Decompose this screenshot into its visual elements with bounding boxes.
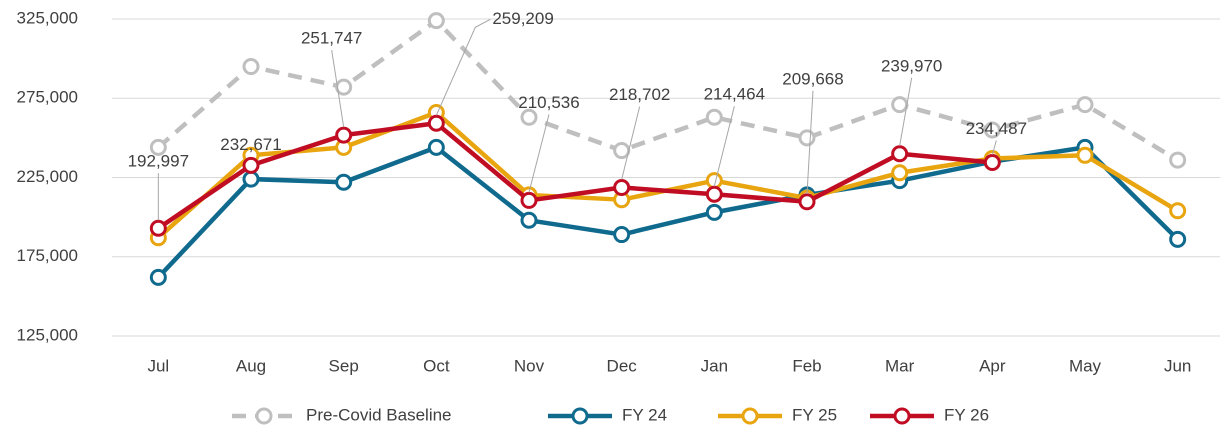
data-point	[242, 58, 260, 76]
x-tick-label: Apr	[979, 356, 1006, 375]
legend-marker	[893, 407, 911, 425]
x-tick-label: Dec	[607, 356, 638, 375]
data-point	[798, 193, 816, 211]
data-point	[613, 178, 631, 196]
data-point	[1076, 96, 1094, 114]
data-point	[427, 138, 445, 156]
x-tick-label: Feb	[792, 356, 821, 375]
data-point	[520, 211, 538, 229]
data-label: 239,970	[881, 56, 942, 75]
data-point	[798, 129, 816, 147]
data-point	[149, 219, 167, 237]
data-point	[891, 96, 909, 114]
data-point	[335, 78, 353, 96]
series-line	[157, 121, 993, 231]
y-tick-label: 175,000	[17, 246, 78, 265]
data-point	[983, 153, 1001, 171]
data-label: 209,668	[782, 69, 843, 88]
data-label: 210,536	[518, 93, 579, 112]
data-label: 192,997	[128, 152, 189, 171]
data-label: 234,487	[966, 119, 1027, 138]
y-tick-label: 325,000	[17, 8, 78, 27]
leader-line	[621, 106, 641, 180]
x-tick-label: Sep	[329, 356, 359, 375]
data-label: 251,747	[301, 29, 362, 48]
leader-line	[899, 77, 913, 146]
data-point	[242, 170, 260, 188]
data-point	[149, 268, 167, 286]
data-point	[613, 226, 631, 244]
x-tick-label: Jan	[701, 356, 728, 375]
data-point	[1076, 146, 1094, 164]
data-label: 218,702	[609, 85, 670, 104]
data-point	[520, 108, 538, 126]
legend-label: FY 26	[944, 405, 989, 424]
legend-label: FY 25	[792, 405, 837, 424]
leader-line	[528, 114, 550, 193]
data-point	[335, 173, 353, 191]
legend-marker	[741, 407, 759, 425]
data-point	[891, 164, 909, 182]
data-point	[242, 156, 260, 174]
series-line	[156, 18, 1179, 162]
leader-line	[806, 90, 814, 194]
leader-line	[713, 106, 735, 187]
series-line	[156, 145, 1180, 279]
data-point	[520, 191, 538, 209]
leader-line	[991, 140, 997, 155]
data-point	[1169, 230, 1187, 248]
data-point	[335, 126, 353, 144]
data-point	[891, 145, 909, 163]
data-point	[613, 142, 631, 160]
x-tick-label: Nov	[514, 356, 545, 375]
y-tick-label: 225,000	[17, 167, 78, 186]
x-tick-label: Oct	[423, 356, 450, 375]
legend-label: Pre-Covid Baseline	[306, 405, 452, 424]
x-tick-label: Jul	[147, 356, 169, 375]
data-point	[427, 12, 445, 30]
data-point	[705, 203, 723, 221]
x-tick-label: May	[1069, 356, 1102, 375]
data-label: 232,671	[220, 135, 281, 154]
data-label: 214,464	[704, 85, 765, 104]
data-point	[705, 185, 723, 203]
x-tick-label: Aug	[236, 356, 266, 375]
data-point	[983, 121, 1001, 139]
legend-marker	[255, 407, 273, 425]
x-tick-label: Jun	[1164, 356, 1191, 375]
leader-line	[435, 18, 491, 116]
y-tick-label: 275,000	[17, 88, 78, 107]
data-point	[705, 108, 723, 126]
leader-line	[331, 50, 345, 128]
x-tick-label: Mar	[885, 356, 915, 375]
legend-marker	[571, 407, 589, 425]
legend-label: FY 24	[622, 405, 667, 424]
y-tick-label: 125,000	[17, 325, 78, 344]
data-point	[1169, 202, 1187, 220]
data-label: 259,209	[492, 9, 553, 28]
data-point	[427, 114, 445, 132]
data-point	[1169, 151, 1187, 169]
data-point	[149, 138, 167, 156]
